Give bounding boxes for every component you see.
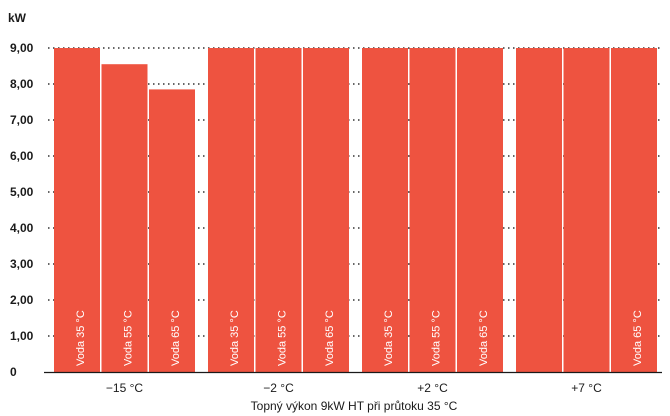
y-tick-label: 6,00 [10,149,34,163]
bar-data-label: Voda 55 °C [123,310,135,366]
y-tick-label: 9,00 [10,41,34,55]
x-category-label: +2 °C [417,381,448,395]
x-category-label: −15 °C [106,381,143,395]
x-axis-title: Topný výkon 9kW HT při průtoku 35 °C [251,399,458,413]
y-tick-label: 0 [10,365,17,379]
bar [101,64,148,372]
y-tick-label: 7,00 [10,113,34,127]
x-category-label: −2 °C [263,381,294,395]
bar-data-label: Voda 65 °C [170,310,182,366]
bar [516,48,562,372]
y-tick-label: 4,00 [10,221,34,235]
bar [149,89,195,373]
y-tick-label: 5,00 [10,185,34,199]
bar [208,48,254,372]
bar-data-label: Voda 35 °C [383,310,395,366]
bar [611,48,657,372]
y-tick-label: 3,00 [10,257,34,271]
bar [255,48,302,372]
bar [563,48,610,372]
bar-data-label: Voda 65 °C [324,310,336,366]
category-labels: −15 °C −2 °C +2 °C +7 °C [106,381,602,395]
y-tick-label: 2,00 [10,293,34,307]
bar-data-label: Voda 65 °C [632,310,644,366]
bars: Voda 35 °C Voda 55 °C Voda 65 °C Voda 35 °C… [54,48,657,373]
y-tick-label: 1,00 [10,329,34,343]
bar-data-label: Voda 35 °C [229,310,241,366]
y-axis-unit: kW [8,11,27,25]
bar [303,48,349,372]
bar [54,48,100,372]
bar [362,48,408,372]
bar [409,48,456,372]
x-category-label: +7 °C [571,381,602,395]
y-axis-ticks: 0 1,00 2,00 3,00 4,00 5,00 6,00 7,00 8,00 9,00 [10,41,34,379]
bar-data-label: Voda 35 °C [75,310,87,366]
bar [457,48,503,372]
y-tick-label: 8,00 [10,77,34,91]
bar-data-label: Voda 65 °C [478,310,490,366]
bar-data-label: Voda 55 °C [431,310,443,366]
bar-data-label: Voda 55 °C [277,310,289,366]
